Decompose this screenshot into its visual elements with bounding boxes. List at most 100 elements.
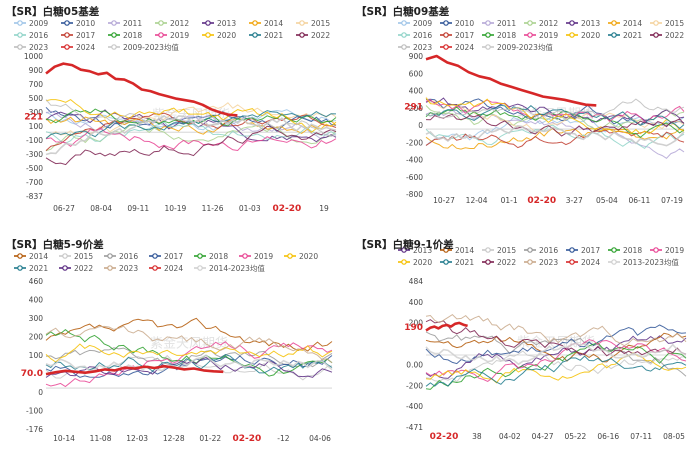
y-tick-label: 500: [29, 94, 44, 103]
legend-marker: [569, 32, 575, 38]
legend-label: 2015: [665, 19, 684, 28]
legend-label: 2017: [455, 31, 474, 40]
legend-marker: [111, 32, 117, 38]
legend-marker: [485, 259, 491, 265]
legend-marker: [611, 32, 617, 38]
y-tick-label: 100: [29, 351, 44, 360]
x-tick-label: 06-27: [53, 204, 75, 213]
legend-marker: [443, 44, 449, 50]
legend-marker: [401, 20, 407, 26]
series-line: [425, 342, 687, 390]
y-tick-label: -400: [406, 402, 423, 411]
x-tick-label: 04-06: [309, 434, 331, 443]
x-tick-label: 19: [319, 204, 329, 213]
x-tick-label: 04-02: [499, 432, 521, 441]
y-tick-label: -200: [406, 138, 423, 147]
x-tick-label: 08-04: [90, 204, 112, 213]
y-tick-label: 400: [409, 298, 424, 307]
series-line: [425, 97, 685, 135]
legend-label: 2014: [623, 19, 642, 28]
x-tick-label: 04-27: [532, 432, 554, 441]
legend-label: 2011: [123, 19, 142, 28]
legend-marker: [17, 265, 23, 271]
legend-marker: [401, 32, 407, 38]
legend-label: 2009-2023均值: [123, 42, 179, 52]
legend-marker: [443, 20, 449, 26]
x-tick-label: 01-1: [501, 196, 518, 205]
legend-label: 2019: [170, 31, 189, 40]
series-line: [425, 324, 687, 365]
legend-label: 2020: [217, 31, 236, 40]
legend-label: 2018: [209, 252, 228, 261]
legend-marker: [653, 32, 659, 38]
legend-label: 2023: [539, 258, 558, 267]
legend-marker: [17, 20, 23, 26]
x-tick-label: 01-22: [199, 434, 221, 443]
y-tick-label: 100: [29, 122, 44, 131]
legend-marker: [401, 44, 407, 50]
legend-marker: [111, 44, 117, 50]
legend-label: 2023: [29, 43, 48, 52]
legend-marker: [527, 20, 533, 26]
x-tick-label: 12-04: [466, 196, 488, 205]
legend-label: 2024: [581, 258, 600, 267]
chart-title: 【SR】白糖09基差: [356, 6, 450, 18]
y-tick-label: -700: [26, 178, 43, 187]
current-date-label: 02-20: [272, 204, 301, 214]
legend-marker: [443, 247, 449, 253]
legend-marker: [17, 44, 23, 50]
series-line: [45, 116, 337, 135]
legend-label: 2016: [29, 31, 48, 40]
y-tick-label: 900: [29, 66, 44, 75]
series-line: [45, 125, 337, 166]
legend-marker: [611, 20, 617, 26]
y-tick-label: 300: [29, 314, 44, 323]
legend-label: 2021: [264, 31, 283, 40]
legend-marker: [485, 20, 491, 26]
legend-label: 2013: [217, 19, 236, 28]
legend-label: 2019: [254, 252, 273, 261]
series-line: [45, 354, 333, 372]
series-line: [425, 335, 687, 379]
legend-marker: [197, 253, 203, 259]
legend-marker: [111, 20, 117, 26]
series-line: [45, 106, 337, 132]
legend-marker: [62, 265, 68, 271]
x-tick-label: 06-16: [597, 432, 619, 441]
legend-label: 2015: [74, 252, 93, 261]
legend-marker: [611, 259, 617, 265]
legend-marker: [287, 253, 293, 259]
legend-label: 2013-2023均值: [623, 257, 679, 267]
legend-label: 2014: [29, 252, 48, 261]
legend-marker: [569, 259, 575, 265]
chart-panel: 2013 2014 2015 2016 2017 2018 2019 2020 2021 2022…: [350, 233, 700, 466]
legend-marker: [299, 32, 305, 38]
y-tick-label: -800: [406, 190, 423, 199]
legend-marker: [401, 259, 407, 265]
y-tick-label: 1000: [24, 52, 43, 61]
series-line: [425, 105, 685, 132]
legend-marker: [17, 32, 23, 38]
series-line: [45, 328, 333, 377]
series-line: [45, 317, 333, 352]
legend-marker: [611, 247, 617, 253]
legend-marker: [158, 20, 164, 26]
y-tick-label: 900: [409, 52, 424, 61]
legend-label: 2020: [299, 252, 318, 261]
series-2024-line: [45, 62, 238, 117]
legend-label: 2013: [581, 19, 600, 28]
legend-label: 2010: [455, 19, 474, 28]
legend-label: 2017: [164, 252, 183, 261]
legend-label: 2021: [623, 31, 642, 40]
legend-label: 2016: [539, 246, 558, 255]
legend-marker: [252, 32, 258, 38]
legend-label: 2018: [623, 246, 642, 255]
y-tick-label: 0: [38, 388, 43, 397]
chart-canvas: 2009 2010 2011 2012 2013 2014 2015 2016 2017 2018…: [398, 19, 685, 206]
legend-label: 2024: [76, 43, 95, 52]
series-line: [425, 319, 687, 357]
x-tick-label: 09-11: [127, 204, 149, 213]
legend-marker: [527, 32, 533, 38]
y-tick-label: -500: [26, 164, 43, 173]
legend-marker: [252, 20, 258, 26]
